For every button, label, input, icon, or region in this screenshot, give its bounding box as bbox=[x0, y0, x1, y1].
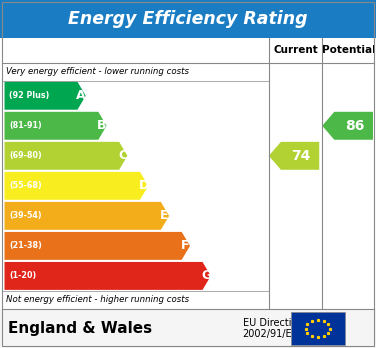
Text: 86: 86 bbox=[345, 119, 364, 133]
Text: Not energy efficient - higher running costs: Not energy efficient - higher running co… bbox=[6, 295, 189, 304]
Text: Energy Efficiency Rating: Energy Efficiency Rating bbox=[68, 10, 308, 28]
Text: E: E bbox=[160, 209, 169, 222]
Text: (39-54): (39-54) bbox=[9, 211, 42, 220]
Polygon shape bbox=[5, 262, 211, 290]
Polygon shape bbox=[322, 112, 373, 140]
Text: Potential: Potential bbox=[322, 45, 376, 55]
Text: (69-80): (69-80) bbox=[9, 151, 42, 160]
Text: 2002/91/EC: 2002/91/EC bbox=[243, 329, 299, 339]
Text: A: A bbox=[76, 89, 86, 102]
Text: F: F bbox=[181, 239, 190, 252]
Text: C: C bbox=[118, 149, 127, 162]
Polygon shape bbox=[5, 82, 86, 110]
Text: Very energy efficient - lower running costs: Very energy efficient - lower running co… bbox=[6, 67, 189, 76]
Text: (55-68): (55-68) bbox=[9, 181, 42, 190]
Polygon shape bbox=[5, 142, 127, 170]
Text: (1-20): (1-20) bbox=[9, 271, 36, 280]
Text: England & Wales: England & Wales bbox=[8, 321, 152, 336]
Polygon shape bbox=[5, 232, 190, 260]
Polygon shape bbox=[5, 112, 106, 140]
Text: (92 Plus): (92 Plus) bbox=[9, 91, 49, 100]
Text: Current: Current bbox=[273, 45, 318, 55]
Text: (21-38): (21-38) bbox=[9, 242, 42, 251]
FancyBboxPatch shape bbox=[291, 312, 345, 345]
FancyBboxPatch shape bbox=[0, 309, 376, 348]
Text: G: G bbox=[201, 269, 211, 283]
Polygon shape bbox=[5, 202, 169, 230]
Text: EU Directive: EU Directive bbox=[243, 318, 303, 328]
Text: (81-91): (81-91) bbox=[9, 121, 42, 130]
Text: B: B bbox=[97, 119, 107, 132]
FancyBboxPatch shape bbox=[0, 0, 376, 38]
Polygon shape bbox=[5, 172, 148, 200]
Text: 74: 74 bbox=[291, 149, 311, 163]
Polygon shape bbox=[269, 142, 319, 170]
Text: D: D bbox=[139, 179, 149, 192]
